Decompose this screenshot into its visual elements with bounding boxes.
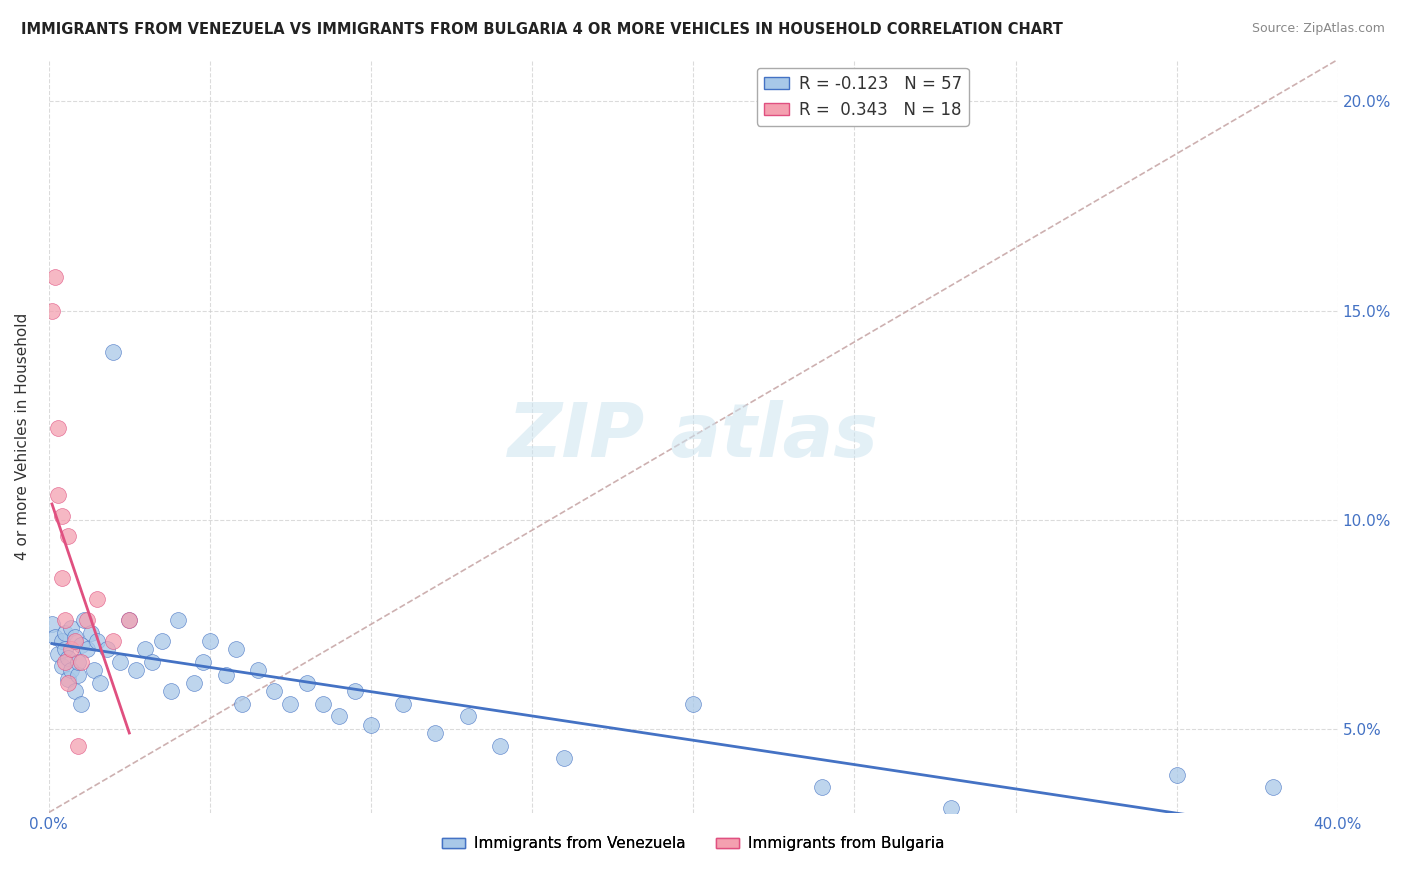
Point [280, 697, 302, 711]
Y-axis label: 4 or more Vehicles in Household: 4 or more Vehicles in Household [15, 312, 30, 559]
Point [63, 684, 86, 698]
Point [263, 684, 285, 698]
Point [103, 634, 125, 648]
Point [247, 663, 270, 677]
Point [328, 709, 350, 723]
Point [51, 508, 73, 523]
Point [60, 663, 83, 677]
Point [66, 739, 89, 753]
Point [118, 613, 141, 627]
Point [183, 676, 205, 690]
Point [225, 642, 247, 657]
Point [63, 634, 86, 648]
Point [41, 617, 63, 632]
Point [489, 739, 512, 753]
Point [392, 697, 415, 711]
Point [96, 642, 118, 657]
Point [682, 697, 704, 711]
Point [553, 751, 575, 765]
Point [63, 630, 86, 644]
Point [56, 529, 79, 543]
Point [56, 676, 79, 690]
Point [48, 647, 70, 661]
Point [193, 655, 215, 669]
Point [108, 655, 131, 669]
Point [79, 625, 101, 640]
Point [66, 655, 89, 669]
Point [60, 622, 83, 636]
Point [811, 780, 834, 795]
Point [150, 634, 173, 648]
Point [160, 684, 183, 698]
Point [231, 697, 253, 711]
Point [51, 571, 73, 585]
Point [44, 630, 66, 644]
Point [86, 592, 108, 607]
Point [134, 642, 156, 657]
Point [66, 667, 89, 681]
Point [1263, 780, 1285, 795]
Point [70, 655, 93, 669]
Point [198, 634, 221, 648]
Point [89, 676, 111, 690]
Point [53, 655, 76, 669]
Point [76, 613, 98, 627]
Point [215, 667, 238, 681]
Point [70, 638, 93, 652]
Point [125, 663, 148, 677]
Text: IMMIGRANTS FROM VENEZUELA VS IMMIGRANTS FROM BULGARIA 4 OR MORE VEHICLES IN HOUS: IMMIGRANTS FROM VENEZUELA VS IMMIGRANTS … [21, 22, 1063, 37]
Point [51, 634, 73, 648]
Point [76, 642, 98, 657]
Point [51, 659, 73, 673]
Text: Source: ZipAtlas.com: Source: ZipAtlas.com [1251, 22, 1385, 36]
Point [53, 625, 76, 640]
Point [360, 717, 382, 731]
Point [70, 697, 93, 711]
Text: ZIP atlas: ZIP atlas [508, 400, 879, 473]
Point [295, 676, 318, 690]
Point [86, 634, 108, 648]
Point [83, 663, 105, 677]
Point [60, 642, 83, 657]
Point [44, 270, 66, 285]
Point [457, 709, 479, 723]
Legend: Immigrants from Venezuela, Immigrants from Bulgaria: Immigrants from Venezuela, Immigrants fr… [436, 830, 950, 857]
Point [56, 650, 79, 665]
Point [41, 303, 63, 318]
Point [103, 345, 125, 359]
Point [73, 613, 96, 627]
Point [343, 684, 366, 698]
Point [141, 655, 163, 669]
Point [53, 613, 76, 627]
Point [118, 613, 141, 627]
Point [166, 613, 188, 627]
Point [425, 726, 447, 740]
Point [939, 801, 962, 815]
Point [53, 642, 76, 657]
Point [56, 672, 79, 686]
Point [1166, 768, 1188, 782]
Point [48, 488, 70, 502]
Point [311, 697, 333, 711]
Point [48, 420, 70, 434]
